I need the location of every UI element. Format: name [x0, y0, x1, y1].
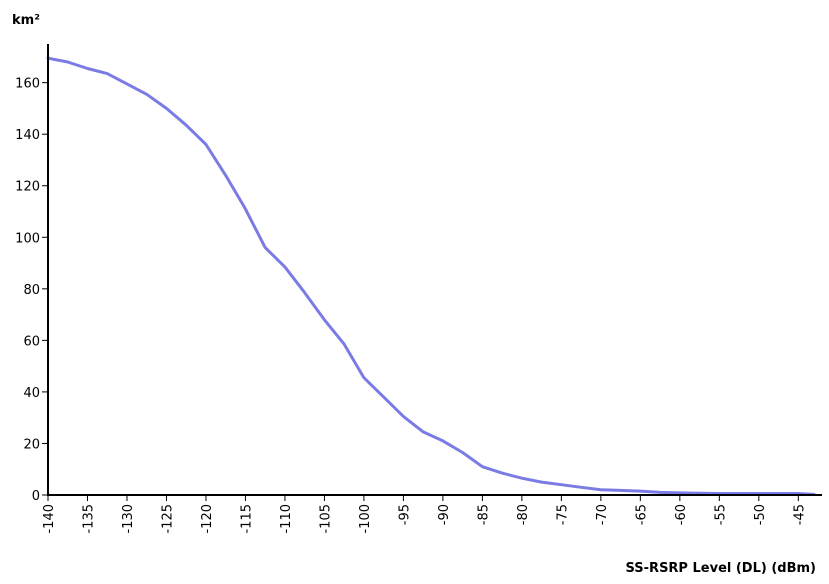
x-tick-label: -50 — [753, 504, 768, 525]
x-tick-label: -95 — [397, 504, 412, 525]
series-line — [46, 56, 816, 496]
x-tick-label: -45 — [792, 504, 807, 525]
x-tick-label: -85 — [476, 504, 491, 525]
x-tick-label: -75 — [555, 504, 570, 525]
y-tick-label: 40 — [23, 386, 40, 401]
x-tick-label: -90 — [437, 504, 452, 525]
y-axis-ticks: 0 20 40 60 80 100 120 140 160 — [15, 77, 48, 504]
x-tick-label: -115 — [239, 504, 254, 534]
y-tick-label: 140 — [15, 128, 40, 143]
x-tick-label: -135 — [81, 504, 96, 534]
x-axis-ticks: -140 -135 -130 -125 -120 -115 -110 -105 -100 -95 -… — [42, 495, 807, 534]
x-tick-label: -110 — [279, 504, 294, 534]
y-tick-label: 0 — [32, 489, 40, 504]
x-tick-label: -120 — [200, 504, 215, 534]
x-tick-label: -55 — [713, 504, 728, 525]
y-tick-label: 160 — [15, 77, 40, 92]
x-tick-label: -70 — [595, 504, 610, 525]
x-tick-label: -100 — [358, 504, 373, 534]
y-tick-label: 80 — [23, 283, 40, 298]
x-tick-label: -65 — [634, 504, 649, 525]
x-tick-label: -140 — [42, 504, 57, 534]
x-tick-label: -130 — [121, 504, 136, 534]
x-tick-label: -125 — [160, 504, 175, 534]
x-tick-label: -105 — [318, 504, 333, 534]
x-tick-label: -80 — [516, 504, 531, 525]
y-tick-label: 120 — [15, 180, 40, 195]
y-tick-label: 20 — [23, 437, 40, 452]
y-tick-label: 60 — [23, 334, 40, 349]
x-axis-title: SS-RSRP Level (DL) (dBm) — [626, 561, 816, 576]
y-axis-title: km² — [12, 13, 40, 28]
x-tick-label: -60 — [674, 504, 689, 525]
y-tick-label: 100 — [15, 231, 40, 246]
